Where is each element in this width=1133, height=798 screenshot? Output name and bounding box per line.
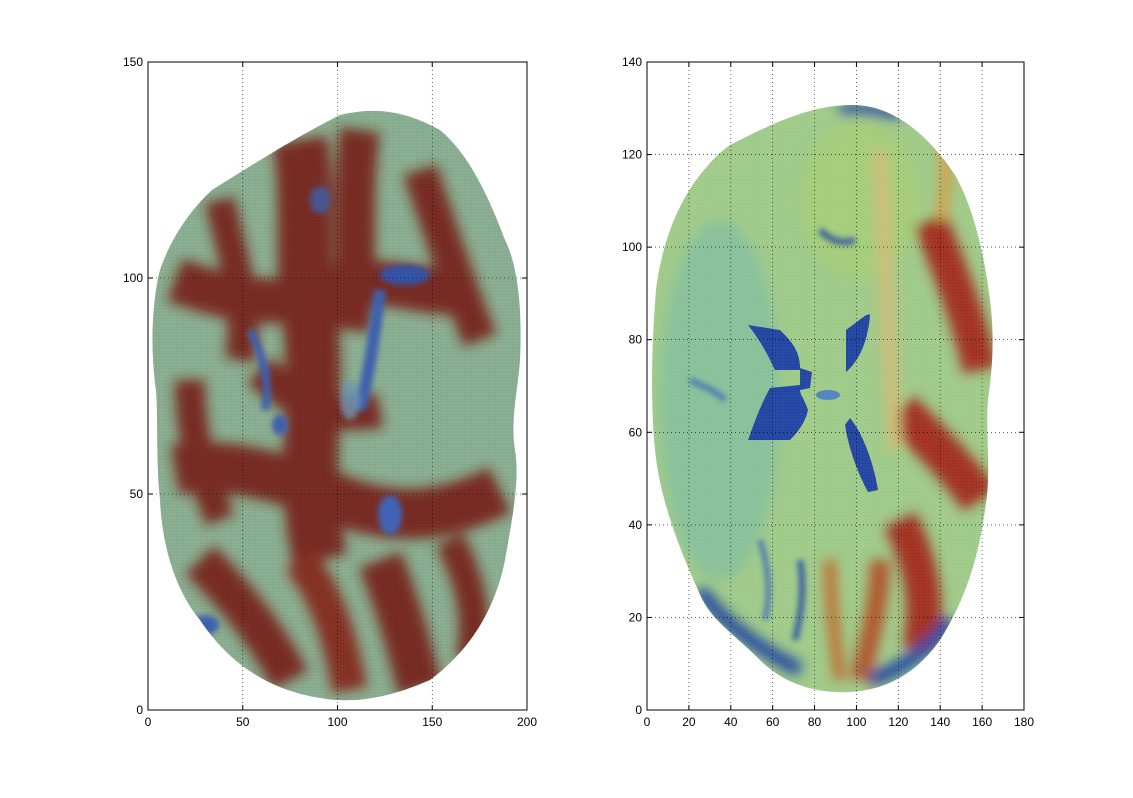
left-y-tick-label: 0 — [136, 703, 143, 717]
right-y-tick-label: 80 — [629, 333, 643, 347]
left-y-tick-label: 50 — [130, 487, 144, 501]
right-x-tick-label: 60 — [766, 715, 780, 729]
left-y-tick-label: 150 — [123, 55, 143, 69]
right-x-tick-label: 100 — [846, 715, 866, 729]
right-y-tick-label: 140 — [622, 55, 642, 69]
right-x-tick-label: 120 — [888, 715, 908, 729]
right-tick-marks — [646, 61, 1025, 711]
left-x-tick-label: 50 — [236, 715, 250, 729]
left-heatmap-image — [152, 110, 521, 701]
left-x-tick-label: 0 — [145, 715, 152, 729]
right-x-tick-label: 180 — [1014, 715, 1034, 729]
right-x-tick-label: 20 — [682, 715, 696, 729]
right-y-tick-label: 40 — [629, 518, 643, 532]
right-y-tick-label: 60 — [629, 425, 643, 439]
right-axes-frame — [646, 61, 1025, 711]
left-x-tick-label: 150 — [422, 715, 442, 729]
left-y-tick-label: 100 — [123, 271, 143, 285]
left-x-tick-label: 200 — [517, 715, 537, 729]
right-grid — [647, 62, 1024, 710]
left-grid — [148, 62, 527, 710]
left-x-tick-labels: 0 50 100 150 200 — [145, 715, 538, 729]
right-x-tick-labels: 0 20 40 60 80 100 120 140 160 180 — [644, 715, 1035, 729]
right-y-tick-label: 120 — [622, 148, 642, 162]
right-x-tick-label: 0 — [644, 715, 651, 729]
right-panel: 0 20 40 60 80 100 120 140 160 180 0 20 40 60 80 100 120… — [622, 55, 1034, 729]
right-x-tick-label: 160 — [972, 715, 992, 729]
right-heatmap-image — [652, 104, 993, 693]
right-x-tick-label: 40 — [724, 715, 738, 729]
right-x-tick-label: 140 — [930, 715, 950, 729]
left-y-tick-labels: 0 50 100 150 — [123, 55, 143, 717]
left-panel: 0 50 100 150 200 0 50 100 150 — [123, 55, 537, 729]
right-y-tick-label: 100 — [622, 240, 642, 254]
right-y-tick-labels: 0 20 40 60 80 100 120 140 — [622, 55, 642, 717]
left-x-tick-label: 100 — [327, 715, 347, 729]
left-tick-marks — [147, 61, 528, 711]
right-y-tick-label: 0 — [635, 703, 642, 717]
right-y-tick-label: 20 — [629, 610, 643, 624]
right-x-tick-label: 80 — [808, 715, 822, 729]
